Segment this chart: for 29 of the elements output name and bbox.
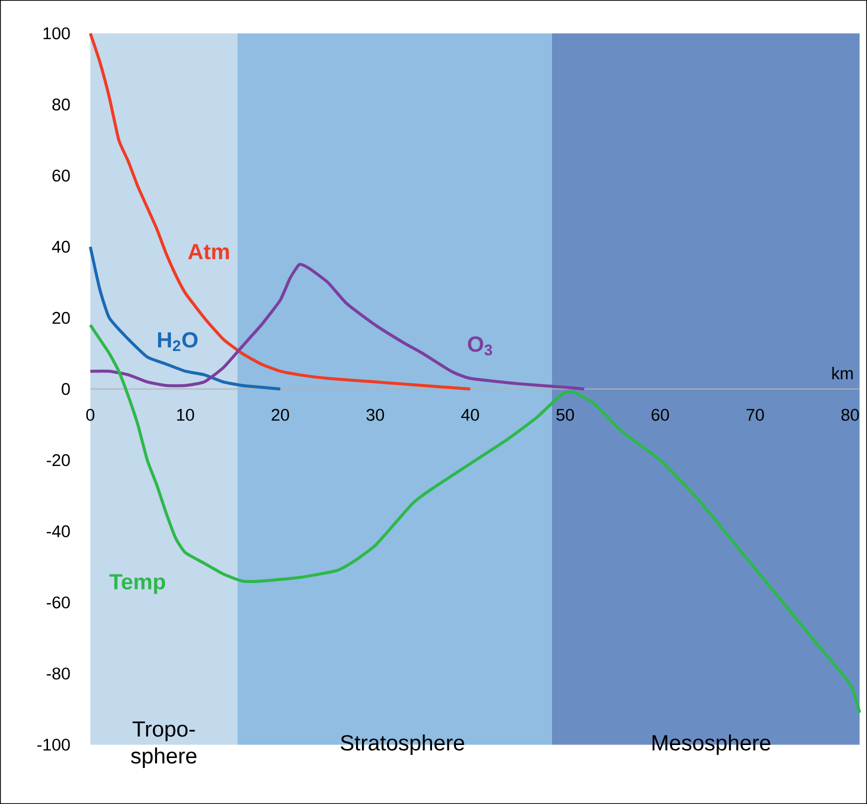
band-label: Tropo- sphere — [131, 721, 196, 768]
x-tick-label: 50 — [556, 408, 574, 421]
x-axis-title: km — [832, 366, 853, 380]
x-tick-label: 30 — [366, 408, 384, 421]
y-tick-label: -40 — [46, 525, 70, 538]
x-tick-label: 80 — [841, 408, 859, 421]
x-tick-label: 0 — [86, 408, 94, 421]
y-tick-label: -100 — [37, 738, 70, 751]
x-tick-label: 60 — [652, 408, 669, 421]
y-tick-label: 20 — [52, 312, 70, 324]
y-tick-label: -20 — [46, 454, 70, 466]
y-tick-label: -60 — [46, 596, 70, 608]
y-tick-label: -80 — [46, 668, 70, 680]
x-tick-label: 10 — [177, 408, 194, 421]
line-series — [88, 263, 586, 391]
y-tick-label: 100 — [44, 27, 70, 40]
series-label: Atm — [188, 244, 229, 260]
x-tick-label: 40 — [461, 408, 479, 421]
series-label: Temp — [109, 574, 166, 594]
y-tick-label: 60 — [52, 170, 70, 182]
x-tick-label: 20 — [272, 408, 290, 421]
series-label: O$_{3}$ — [468, 336, 492, 356]
y-tick-label: 40 — [52, 240, 70, 253]
x-tick-label: 70 — [746, 408, 764, 421]
band-label: Stratosphere — [340, 734, 464, 755]
y-tick-label: 0 — [62, 383, 70, 396]
y-tick-label: 80 — [52, 98, 70, 110]
series-label: H$_{2}$O — [158, 332, 198, 351]
line-series — [88, 245, 282, 391]
